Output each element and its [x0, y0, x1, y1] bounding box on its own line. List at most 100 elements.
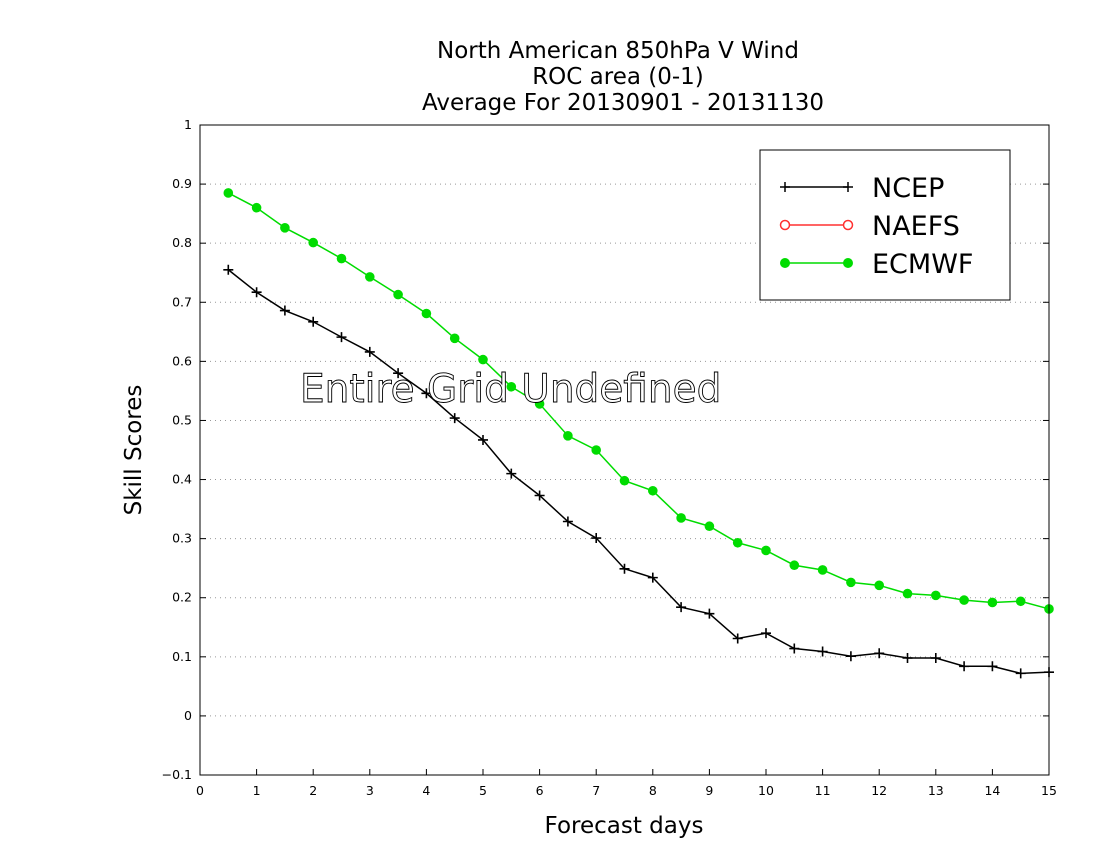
data-point-ncep	[279, 305, 290, 316]
y-tick-label: 0.7	[172, 294, 192, 309]
data-point-ecmwf	[251, 202, 262, 213]
data-point-ecmwf	[449, 333, 460, 344]
data-point-ecmwf	[619, 475, 630, 486]
data-point-ncep	[393, 368, 404, 379]
data-point-ncep	[506, 468, 517, 479]
data-point-ecmwf	[874, 580, 884, 591]
data-point-ncep	[562, 516, 573, 527]
data-point-ncep	[591, 533, 602, 544]
data-point-ecmwf	[336, 253, 347, 264]
x-tick-label: 4	[422, 783, 430, 798]
plot-frame	[199, 124, 1050, 776]
legend-entry-ecmwf: ECMWF	[780, 249, 973, 280]
data-point-ncep	[364, 346, 375, 357]
data-point-ecmwf	[902, 588, 913, 599]
chart-title-line-3: Average For 20130901 - 20131130	[422, 90, 824, 116]
data-point-ncep	[534, 490, 545, 501]
data-point-ncep	[421, 388, 432, 399]
data-point-ecmwf	[1015, 596, 1026, 607]
data-point-ncep	[336, 332, 347, 343]
data-point-ncep	[647, 572, 658, 583]
x-tick-label: 8	[649, 783, 657, 798]
data-point-ecmwf	[987, 597, 998, 608]
legend-entry-ncep: NCEP	[780, 173, 944, 204]
data-point-ecmwf	[931, 590, 941, 601]
y-tick-label: 0.4	[172, 472, 192, 487]
chart-title-line-2: ROC area (0-1)	[532, 64, 704, 90]
data-point-ncep	[1015, 668, 1026, 679]
data-point-ncep	[874, 648, 885, 659]
x-tick-label: 10	[758, 783, 774, 798]
data-point-ecmwf	[761, 545, 771, 556]
data-point-ecmwf	[478, 354, 488, 365]
y-tick-label: 0.1	[172, 649, 192, 664]
data-point-ecmwf	[506, 381, 517, 392]
chart-title-line-1: North American 850hPa V Wind	[437, 38, 799, 64]
data-point-ecmwf	[817, 565, 828, 575]
x-tick-label: 12	[871, 783, 887, 798]
series-layer	[223, 188, 1054, 679]
x-tick-label: 11	[815, 783, 831, 798]
data-point-ecmwf	[393, 289, 403, 300]
legend-label-ecmwf: ECMWF	[872, 249, 973, 280]
x-tick-label: 13	[928, 783, 944, 798]
data-point-ncep	[308, 316, 319, 327]
data-point-ecmwf	[789, 560, 800, 571]
y-tick-label: 0.6	[172, 353, 192, 368]
x-tick-label: 15	[1041, 783, 1057, 798]
data-point-ecmwf	[676, 513, 686, 523]
legend-label-naefs: NAEFS	[872, 211, 960, 242]
data-point-ncep	[223, 264, 234, 275]
data-point-ncep	[959, 661, 970, 672]
y-tick-label: 1	[184, 117, 192, 132]
series-line-ncep	[227, 269, 1050, 675]
data-point-ncep	[987, 661, 998, 672]
data-point-ecmwf	[308, 237, 319, 248]
data-point-ecmwf	[704, 521, 715, 532]
data-point-ecmwf	[534, 399, 545, 409]
x-tick-label: 3	[366, 783, 374, 798]
data-point-ecmwf	[421, 308, 432, 319]
undefined-grid-annotation: Entire Grid Undefined	[300, 367, 721, 412]
data-point-ecmwf	[591, 445, 601, 455]
data-point-ncep	[676, 602, 687, 613]
x-tick-label: 0	[196, 783, 204, 798]
legend-label-ncep: NCEP	[872, 173, 944, 204]
data-point-ncep	[902, 653, 913, 663]
data-point-ecmwf	[365, 272, 375, 282]
y-tick-label: 0.3	[172, 531, 192, 546]
data-point-ncep	[761, 628, 771, 639]
x-tick-label: 7	[592, 783, 600, 798]
y-tick-label: 0.8	[172, 235, 192, 250]
y-tick-label: 0.9	[172, 176, 192, 191]
x-tick-label: 5	[479, 783, 487, 798]
data-point-ncep	[732, 633, 743, 644]
data-point-ecmwf	[959, 595, 969, 605]
legend-entry-naefs: NAEFS	[779, 211, 960, 242]
data-point-ncep	[930, 653, 941, 663]
data-point-ecmwf	[648, 485, 658, 496]
x-tick-label: 2	[309, 783, 317, 798]
data-point-ncep	[478, 434, 488, 445]
x-axis-label: Forecast days	[545, 813, 704, 839]
data-point-ncep	[845, 651, 856, 662]
data-point-ncep	[817, 646, 828, 657]
data-point-ecmwf	[223, 188, 234, 198]
data-point-ecmwf	[732, 537, 743, 548]
legend: NCEP NAEFS ECMWF	[759, 149, 1011, 301]
y-tick-label: 0.2	[172, 590, 192, 605]
x-tick-label: 14	[984, 783, 1000, 798]
data-point-ncep	[789, 643, 800, 654]
x-tick-label: 9	[705, 783, 713, 798]
data-point-ecmwf	[846, 577, 856, 588]
y-tick-label: 0.5	[172, 412, 192, 427]
x-tick-label: 1	[253, 783, 261, 798]
y-tick-label: 0	[184, 708, 192, 723]
data-point-ncep	[704, 608, 715, 619]
x-tick-label: 6	[536, 783, 544, 798]
y-tick-label: −0.1	[162, 767, 192, 782]
data-point-ecmwf	[280, 223, 290, 233]
data-point-ecmwf	[563, 431, 573, 441]
data-point-ncep	[449, 413, 460, 424]
